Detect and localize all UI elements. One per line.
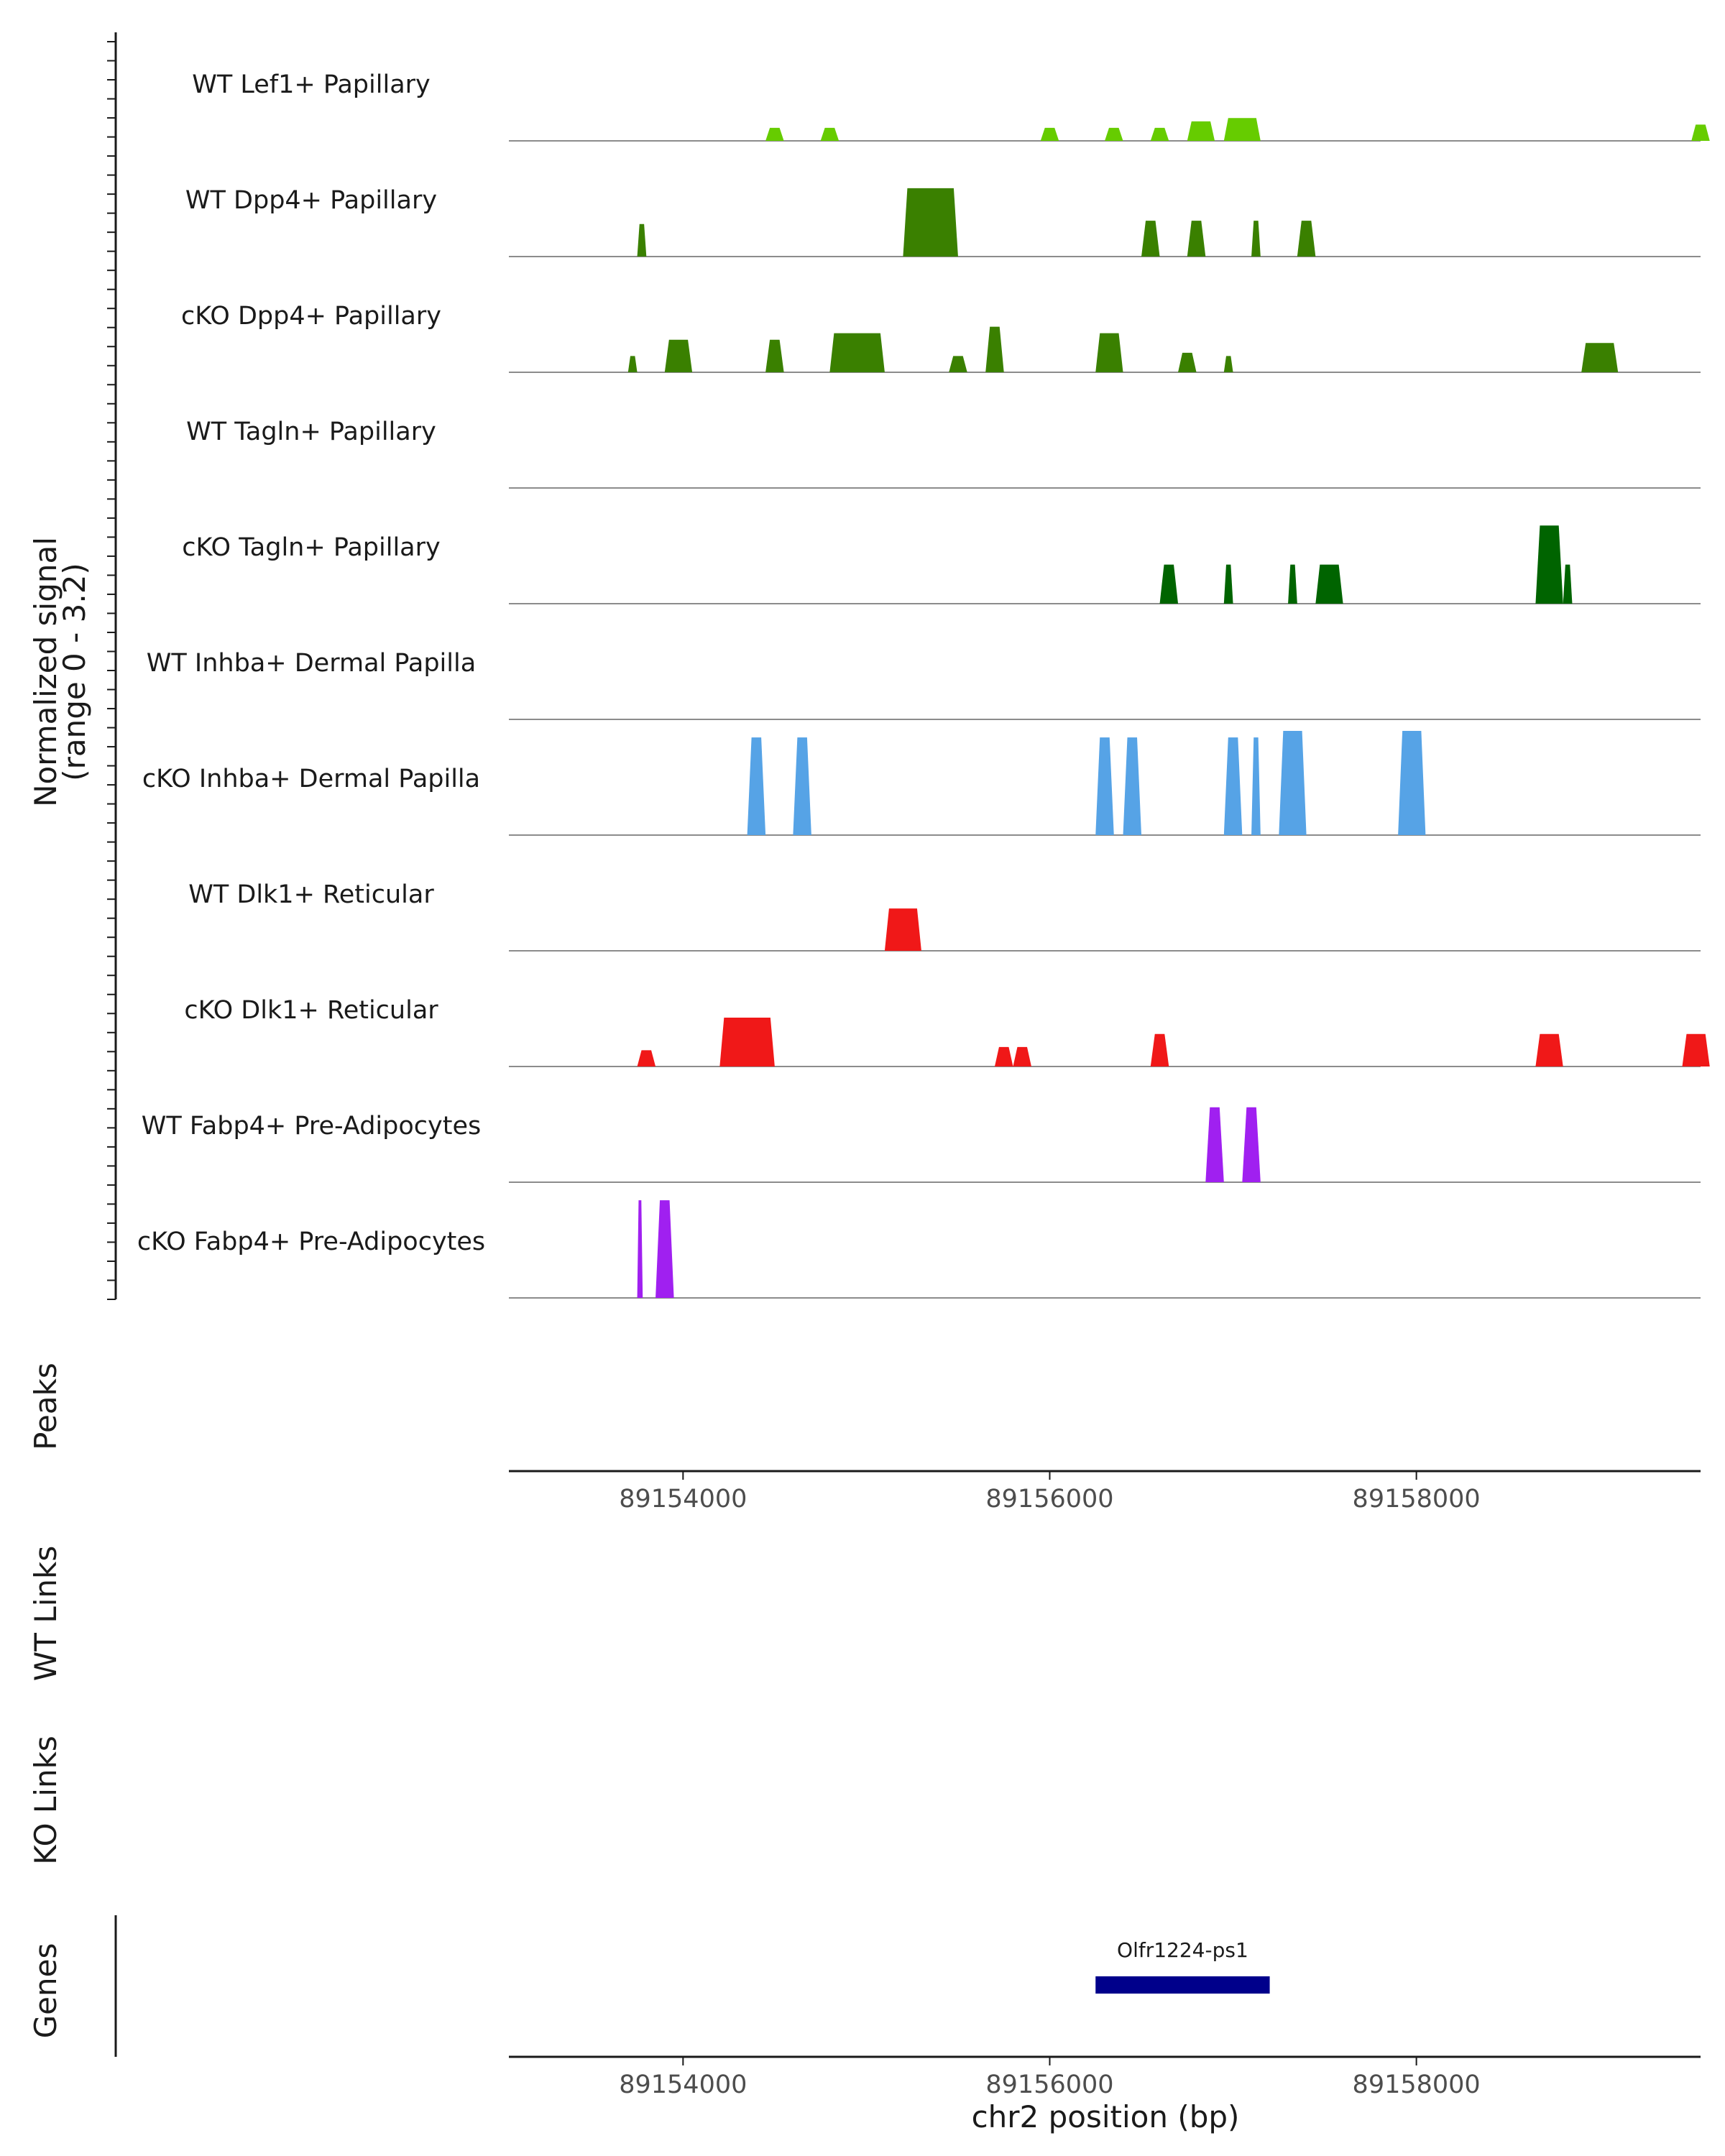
track: WT Dlk1+ Reticular [188, 880, 1701, 952]
coverage-peak [985, 326, 1004, 372]
coverage-peak [1141, 221, 1160, 257]
coverage-peak [1279, 731, 1307, 835]
coverage-peak [637, 224, 647, 257]
coverage-peak [1187, 221, 1206, 257]
track: WT Lef1+ Papillary [192, 70, 1710, 142]
genes-x-axis: 89154000 89156000 89158000 [509, 2055, 1701, 2099]
signal-y-axis [107, 32, 117, 1300]
track-label: cKO Dlk1+ Reticular [184, 996, 438, 1025]
coverage-peak [1242, 1107, 1261, 1182]
coverage-peak [637, 1050, 656, 1067]
genes-panel-title: Genes [28, 1943, 63, 2039]
peaks-panel-title: Peaks [28, 1363, 63, 1450]
track-label: cKO Dpp4+ Papillary [181, 302, 441, 331]
track-label: WT Fabp4+ Pre-Adipocytes [142, 1112, 481, 1141]
x-tick-label: 89156000 [985, 1485, 1113, 1514]
coverage-peak [1223, 356, 1233, 372]
gene-label: Olfr1224-ps1 [1117, 1938, 1248, 1962]
coverage-peak [1563, 564, 1573, 604]
x-tick-label: 89154000 [619, 1485, 747, 1514]
coverage-peak [719, 1018, 775, 1067]
peaks-x-axis: 89154000 89156000 89158000 [509, 1470, 1701, 1514]
track-label: WT Dlk1+ Reticular [188, 880, 434, 909]
track: WT Fabp4+ Pre-Adipocytes [142, 1107, 1701, 1183]
coverage-peak [765, 127, 784, 141]
coverage-peak [627, 356, 638, 372]
coverage-peak [656, 1200, 674, 1298]
coverage-peak [1205, 1107, 1224, 1182]
genes-panel: Olfr1224-ps1 [1095, 1938, 1270, 1994]
track: WT Inhba+ Dermal Papilla [147, 649, 1701, 720]
track-label: cKO Fabp4+ Pre-Adipocytes [137, 1227, 485, 1256]
track-label: WT Lef1+ Papillary [192, 70, 431, 99]
track: WT Dpp4+ Papillary [185, 186, 1701, 257]
coverage-peak [637, 1200, 643, 1298]
track: cKO Fabp4+ Pre-Adipocytes [137, 1200, 1701, 1299]
x-axis-title: chr2 position (bp) [972, 2099, 1240, 2134]
coverage-peak [1150, 1033, 1169, 1067]
coverage-peak [1398, 731, 1426, 835]
coverage-peak [1535, 1033, 1563, 1067]
coverage-peak [1123, 737, 1142, 835]
coverage-peak [1535, 525, 1563, 604]
coverage-tracks: WT Lef1+ Papillary WT Dpp4+ Papillary cKO … [137, 70, 1710, 1299]
ko-links-panel-title: KO Links [28, 1736, 63, 1865]
coverage-peak [1187, 121, 1215, 141]
coverage-peak [1105, 127, 1123, 141]
track-label: WT Tagln+ Papillary [186, 418, 436, 446]
gene-body [1095, 1976, 1270, 1994]
coverage-peak [1251, 737, 1261, 835]
coverage-peak [1159, 564, 1179, 604]
x-tick-label: 89156000 [985, 2070, 1113, 2099]
coverage-peak [664, 339, 693, 372]
coverage-peak [1288, 564, 1297, 604]
coverage-peak [994, 1046, 1013, 1067]
track: cKO Tagln+ Papillary [182, 525, 1701, 604]
coverage-peak [884, 908, 921, 951]
track-label: cKO Inhba+ Dermal Papilla [142, 765, 480, 793]
x-tick-label: 89158000 [1353, 1485, 1481, 1514]
track: cKO Inhba+ Dermal Papilla [142, 731, 1701, 836]
track: cKO Dpp4+ Papillary [181, 302, 1701, 373]
track-label: WT Dpp4+ Papillary [185, 186, 437, 215]
coverage-peak [793, 737, 811, 835]
coverage-peak [1691, 124, 1710, 141]
coverage-peak [820, 127, 840, 141]
coverage-peak [1150, 127, 1169, 141]
track-label: WT Inhba+ Dermal Papilla [147, 649, 476, 678]
coverage-peak [1251, 221, 1261, 257]
coverage-peak [949, 356, 967, 372]
track-label: cKO Tagln+ Papillary [182, 533, 441, 562]
coverage-peak [1013, 1046, 1031, 1067]
x-tick-label: 89154000 [619, 2070, 747, 2099]
coverage-peak [1040, 127, 1059, 141]
signal-axis-title-line2: (range 0 - 3.2) [57, 563, 92, 781]
coverage-peak [1581, 343, 1619, 372]
coverage-peak [903, 188, 958, 257]
coverage-peak [1095, 333, 1123, 372]
coverage-peak [1223, 737, 1243, 835]
coverage-peak [1223, 564, 1233, 604]
coverage-peak [765, 339, 784, 372]
track: cKO Dlk1+ Reticular [184, 996, 1710, 1067]
coverage-peak [1223, 118, 1261, 141]
coverage-peak [829, 333, 885, 372]
coverage-peak [1315, 564, 1343, 604]
coverage-peak [747, 737, 766, 835]
x-tick-label: 89158000 [1353, 2070, 1481, 2099]
signal-axis-title-line1: Normalized signal [28, 537, 63, 807]
coverage-peak [1297, 221, 1316, 257]
wt-links-panel-title: WT Links [28, 1546, 63, 1681]
coverage-peak [1178, 352, 1197, 372]
coverage-peak [1095, 737, 1114, 835]
coverage-peak [1682, 1033, 1710, 1067]
track: WT Tagln+ Papillary [186, 418, 1701, 489]
